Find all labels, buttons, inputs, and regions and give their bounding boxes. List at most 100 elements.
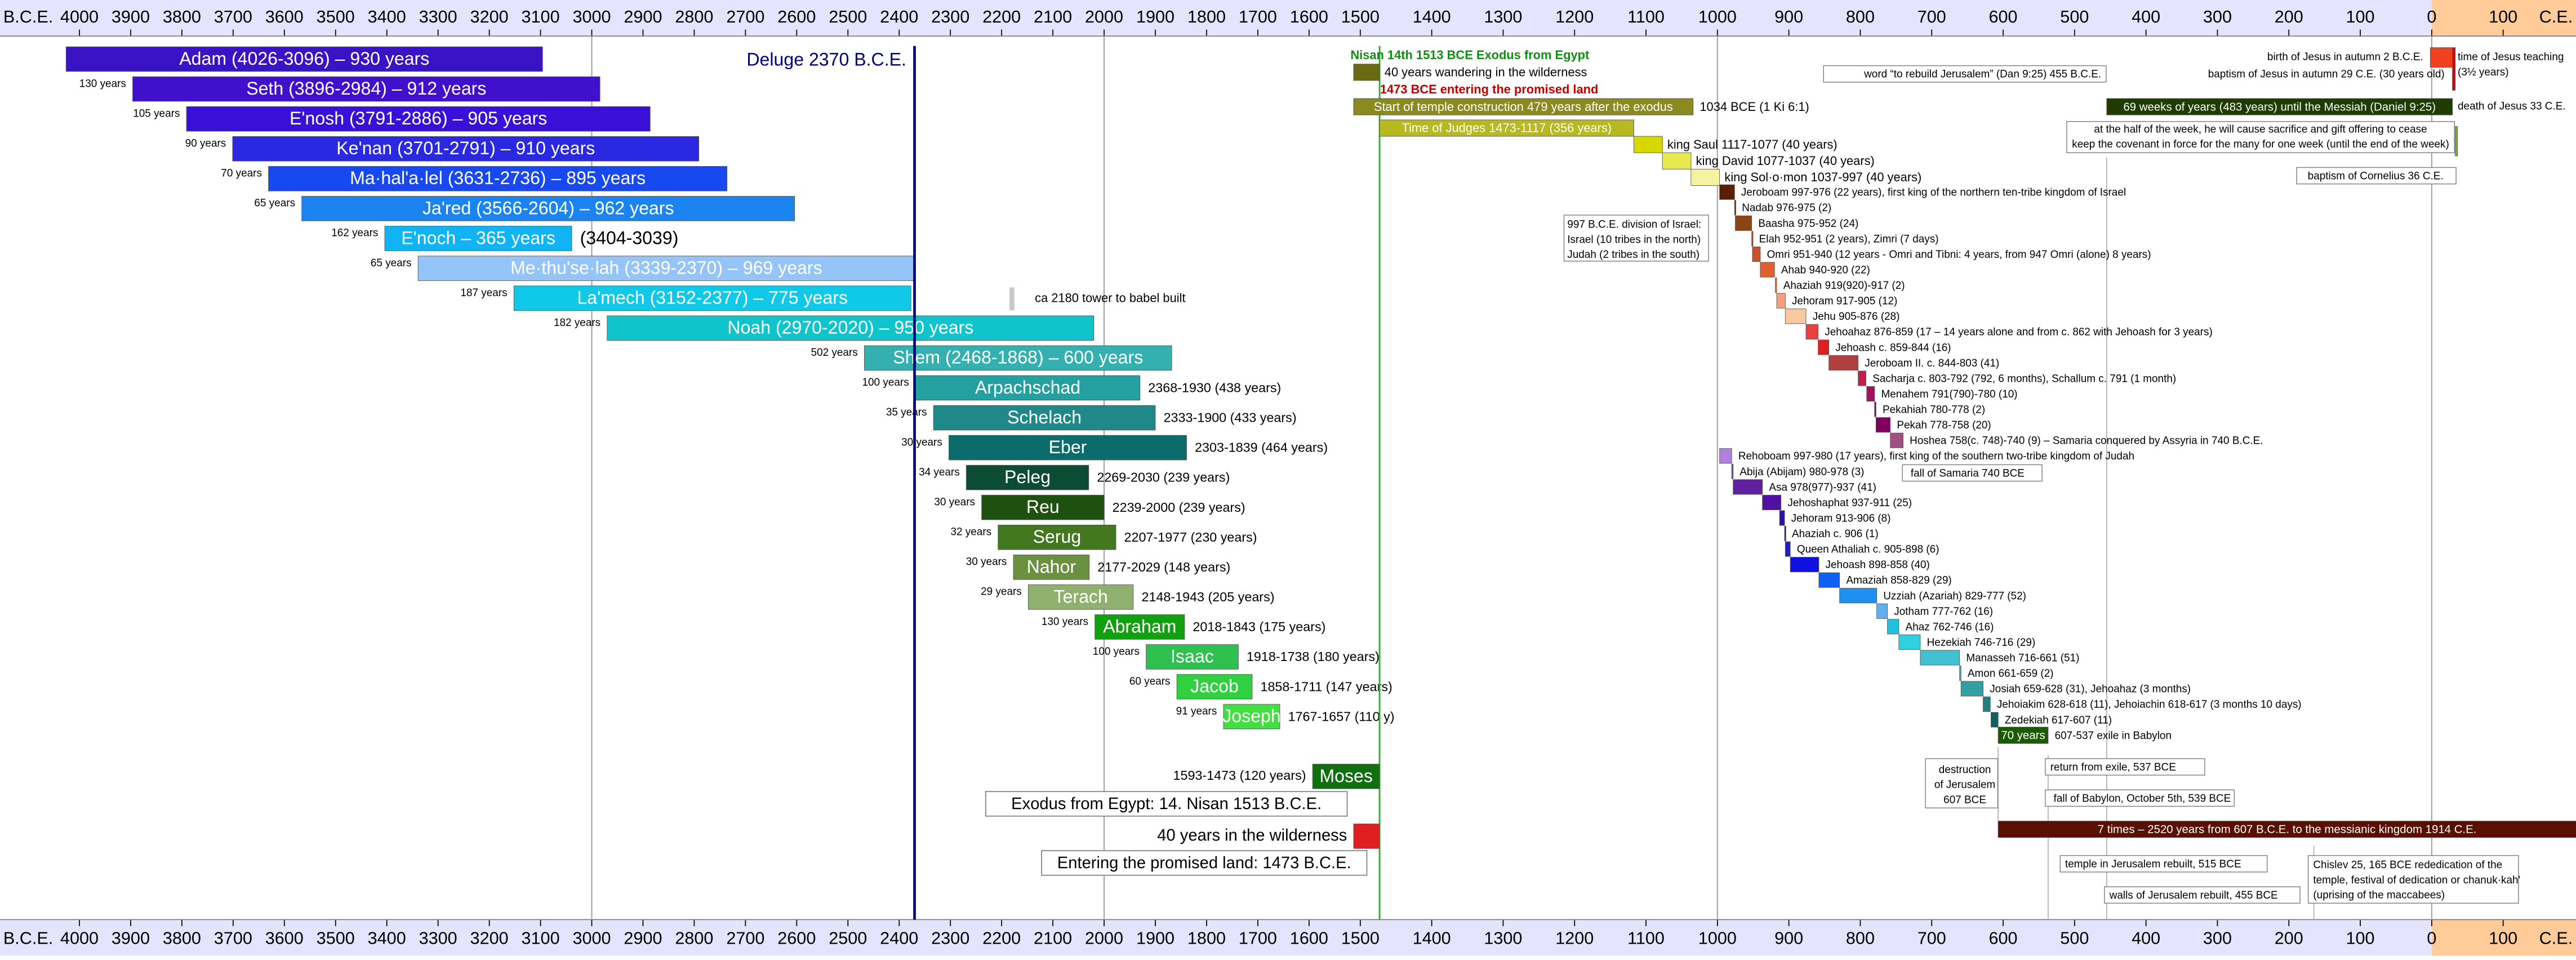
reign-bar	[1858, 370, 1867, 386]
note-text: temple, festival of dedication or chanuk…	[2313, 874, 2520, 886]
x-tick-label: 1400	[1413, 928, 1451, 948]
x-tick-label: 3500	[317, 928, 355, 948]
reign-bar	[1776, 293, 1786, 309]
x-tick-label: 2500	[829, 928, 867, 948]
x-tick-label: 800	[1846, 7, 1875, 26]
period-bar	[1662, 152, 1692, 169]
x-tick-label: 2300	[931, 928, 969, 948]
lifespan-bar	[1095, 614, 1185, 640]
note-box	[1902, 464, 2043, 482]
generation-gap: 29 years	[981, 586, 1022, 598]
reign-label: Ahaz 762-746 (16)	[1906, 621, 1994, 633]
reign-label: Baasha 975-952 (24)	[1758, 218, 1858, 230]
lifespan-label: Ma·hal'a·lel (3631-2736) – 895 years	[350, 168, 646, 188]
x-tick-label: 0	[2427, 7, 2436, 26]
x-tick-label: 200	[2275, 7, 2303, 26]
reign-bar	[1762, 494, 1782, 511]
x-tick-label: 1700	[1239, 7, 1277, 26]
lifespan-note: (3404-3039)	[580, 227, 679, 248]
lifespan-bar	[132, 76, 600, 102]
lifespan-bar	[949, 435, 1187, 461]
period-label: Start of temple construction 479 years a…	[1374, 100, 1673, 114]
x-tick-label: 3000	[572, 7, 611, 26]
lifespan-bar	[1146, 644, 1239, 669]
reign-label: Ahaziah 919(920)-917 (2)	[1783, 280, 1905, 292]
x-tick-label: 1000	[1698, 928, 1737, 948]
x-tick-label: 2100	[1034, 928, 1072, 948]
note-box	[1563, 215, 1709, 262]
exile-note: 607-537 exile in Babylon	[2055, 730, 2172, 742]
period-bar	[1353, 98, 1694, 115]
note-text: keep the covenant in force for the many …	[2072, 139, 2449, 150]
generation-gap: 100 years	[862, 377, 909, 389]
generation-gap: 30 years	[934, 496, 975, 508]
x-tick-label: 1400	[1413, 7, 1451, 26]
reign-label: Jehoram 917-905 (12)	[1792, 296, 1897, 307]
reign-bar	[1734, 200, 1737, 216]
x-tick-label: 3100	[522, 928, 560, 948]
lifespan-note: 2177-2029 (148 years)	[1097, 560, 1230, 574]
lifespan-label: Ja'red (3566-2604) – 962 years	[422, 198, 674, 218]
lifespan-label: Seth (3896-2984) – 912 years	[246, 78, 486, 99]
note-text: fall of Samaria 740 BCE	[1911, 467, 2025, 479]
reign-bar	[1805, 324, 1819, 340]
x-tick-label: 100	[2489, 7, 2517, 26]
lifespan-note: 1858-1711 (147 years)	[1260, 679, 1392, 694]
reign-label: Nadab 976-975 (2)	[1742, 202, 1831, 214]
note-text: Exodus from Egypt: 14. Nisan 1513 B.C.E.	[1011, 795, 1322, 813]
ce-region	[2431, 0, 2576, 37]
x-tick-label: 100	[2346, 928, 2375, 948]
lifespan-bar	[966, 465, 1089, 490]
generation-gap: 502 years	[811, 347, 858, 359]
x-tick-label: 1500	[1341, 7, 1380, 26]
reign-label: Elah 952-951 (2 years), Zimri (7 days)	[1759, 233, 1939, 245]
lifespan-label: Arpachschad	[975, 377, 1080, 398]
period-bar	[1353, 64, 1380, 81]
reign-label: Abija (Abijam) 980-978 (3)	[1739, 466, 1864, 478]
note-text: Chislev 25, 165 BCE rededication of the	[2313, 859, 2502, 871]
reign-label: Hezekiah 746-716 (29)	[1927, 637, 2036, 649]
generation-gap: 100 years	[1093, 646, 1140, 658]
reign-label: Jeroboam II. c. 844-803 (41)	[1865, 358, 1999, 369]
messiah-bar	[2455, 126, 2458, 157]
x-tick-label: 500	[2060, 7, 2089, 26]
lifespan-label: Noah (2970-2020) – 950 years	[727, 318, 973, 338]
x-tick-label: 2400	[880, 928, 918, 948]
x-tick-label: 1300	[1484, 928, 1522, 948]
kingdom-heading: Nisan 14th 1513 BCE Exodus from Egypt	[1350, 48, 1590, 62]
x-tick-label: 3300	[419, 7, 457, 26]
note-text: 607 BCE	[1943, 794, 1986, 806]
reign-bar	[1890, 432, 1903, 448]
note-text: Entering the promised land: 1473 B.C.E.	[1057, 854, 1351, 872]
lifespan-label: Schelach	[1007, 407, 1082, 427]
era-label: B.C.E.	[3, 7, 53, 26]
x-tick-label: 100	[2489, 928, 2517, 948]
x-tick-label: 3200	[470, 928, 509, 948]
lifespan-label: Jacob	[1190, 676, 1239, 696]
weeks-bar	[2106, 98, 2453, 115]
era-label: C.E.	[2539, 928, 2573, 948]
note-box	[2296, 167, 2457, 185]
x-tick-label: 2100	[1034, 7, 1072, 26]
x-tick-label: 2400	[880, 7, 918, 26]
axis-band	[0, 919, 2576, 956]
era-label: B.C.E.	[3, 928, 53, 948]
lifespan-label: La'mech (3152-2377) – 775 years	[577, 288, 847, 308]
lifespan-label: Ke'nan (3701-2791) – 910 years	[336, 138, 595, 158]
note-box	[1925, 758, 1999, 809]
x-tick-label: 1200	[1555, 928, 1594, 948]
lifespan-label: Eber	[1049, 437, 1087, 457]
ce-region	[2431, 919, 2576, 956]
lifespan-bar	[232, 136, 700, 162]
x-tick-label: 2700	[726, 7, 764, 26]
x-tick-label: 2800	[675, 928, 713, 948]
generation-gap: 162 years	[331, 227, 378, 239]
x-tick-label: 2000	[1085, 7, 1123, 26]
lifespan-note: 2239-2000 (239 years)	[1113, 500, 1245, 515]
x-tick-label: 1500	[1341, 928, 1380, 948]
x-tick-label: 300	[2203, 7, 2232, 26]
x-tick-label: 2900	[624, 928, 662, 948]
x-tick-label: 3100	[522, 7, 560, 26]
